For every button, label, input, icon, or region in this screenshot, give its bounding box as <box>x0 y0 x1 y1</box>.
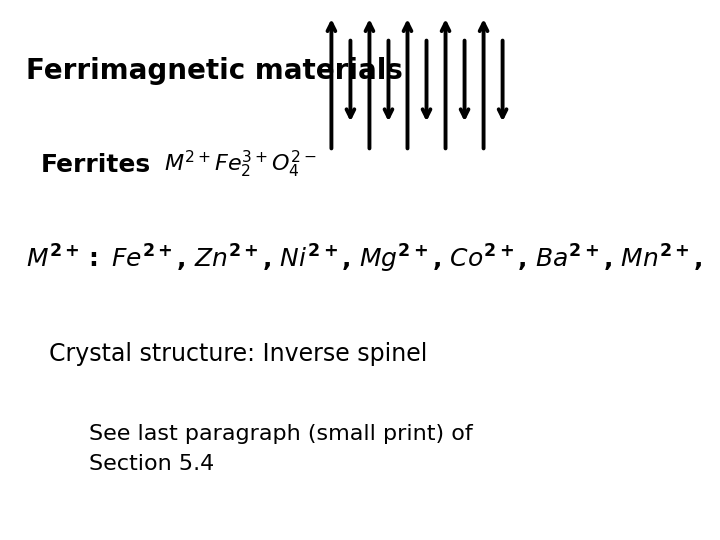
Text: See last paragraph (small print) of
Section 5.4: See last paragraph (small print) of Sect… <box>89 424 473 474</box>
Text: Crystal structure: Inverse spinel: Crystal structure: Inverse spinel <box>49 342 428 366</box>
Text: Ferrites: Ferrites <box>40 153 150 177</box>
Text: $\mathbf{\mathit{M}^{2+}}$$\mathbf{:}$ $\mathbf{\mathit{Fe}^{2+}}$$\mathbf{,}$ $: $\mathbf{\mathit{M}^{2+}}$$\mathbf{:}$ $… <box>26 243 703 275</box>
Text: $M^{2+}Fe_2^{3+}O_4^{2-}$: $M^{2+}Fe_2^{3+}O_4^{2-}$ <box>164 149 317 180</box>
Text: Ferrimagnetic materials: Ferrimagnetic materials <box>26 57 402 85</box>
